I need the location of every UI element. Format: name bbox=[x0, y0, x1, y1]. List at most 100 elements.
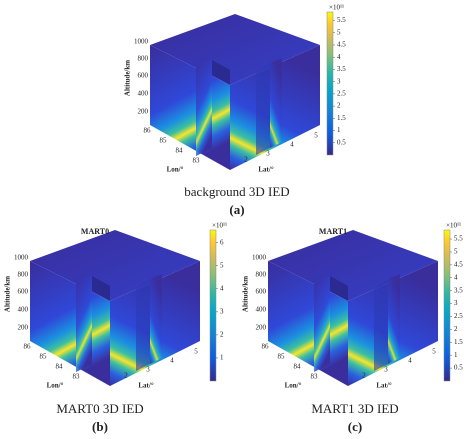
lat-tick: 5 bbox=[194, 348, 198, 356]
slice bbox=[270, 58, 282, 148]
lon-tick: 86 bbox=[262, 343, 270, 351]
altitude-tick: 600 bbox=[256, 288, 267, 296]
lat-label: Lat/° bbox=[376, 382, 391, 390]
slice bbox=[314, 276, 330, 372]
lat-tick: 5 bbox=[314, 132, 318, 140]
colorbar-tick-label: 2 bbox=[454, 325, 458, 333]
panel-label: (b) bbox=[92, 419, 108, 434]
colorbar-tick-label: 4 bbox=[337, 53, 341, 61]
altitude-label: Altitude/km bbox=[124, 60, 132, 96]
colorbar-exponent: ×10¹¹ bbox=[212, 222, 227, 230]
lon-tick: 84 bbox=[56, 363, 64, 371]
lon-tick: 85 bbox=[160, 137, 168, 145]
altitude-tick: 1000 bbox=[252, 254, 267, 262]
slice-edge bbox=[92, 276, 110, 301]
slice-edge bbox=[256, 63, 270, 155]
colorbar-tick-label: 5.5 bbox=[454, 235, 463, 243]
colorbar-tick-label: 4 bbox=[220, 284, 224, 292]
cube-top bbox=[268, 230, 438, 301]
colorbar bbox=[443, 229, 451, 382]
colorbar-tick-label: 4.5 bbox=[454, 260, 463, 268]
colorbar-tick-label: 1 bbox=[454, 351, 458, 359]
lat-tick: 2 bbox=[362, 372, 366, 380]
colorbar-tick-label: 2 bbox=[337, 102, 341, 110]
lon-tick: 86 bbox=[144, 127, 152, 135]
altitude-tick: 600 bbox=[138, 72, 149, 80]
lat-tick: 3 bbox=[384, 366, 388, 374]
cube-top bbox=[30, 230, 200, 301]
slice-edge bbox=[330, 276, 348, 301]
altitude-tick: 400 bbox=[256, 306, 267, 314]
colorbar-tick-label: 5.5 bbox=[337, 16, 346, 24]
lon-tick: 85 bbox=[278, 353, 286, 361]
lon-label: Lon/° bbox=[285, 382, 302, 390]
caption: MART1 3D IED bbox=[311, 401, 398, 416]
colorbar bbox=[209, 229, 217, 382]
colorbar-tick-label: 0.5 bbox=[337, 138, 346, 146]
colorbar-tick-label: 1 bbox=[337, 126, 341, 134]
panel: Altitude/km 1000 800 600 400 200 86 85 84 83 Lon/°… bbox=[124, 14, 320, 174]
slice-edge bbox=[136, 279, 150, 371]
lat-tick: 4 bbox=[170, 357, 174, 365]
lat-tick: 2 bbox=[244, 156, 248, 164]
colorbar-tick-label: 2.5 bbox=[454, 312, 463, 320]
slice-edge bbox=[374, 279, 388, 371]
slice bbox=[76, 276, 92, 372]
lon-tick: 85 bbox=[40, 353, 48, 361]
colorbar-tick-label: 1 bbox=[220, 354, 224, 362]
colorbar-tick-label: 5 bbox=[220, 261, 224, 269]
lat-tick: 4 bbox=[408, 357, 412, 365]
colorbar-tick-label: 6 bbox=[220, 238, 224, 246]
lat-label: Lat/° bbox=[138, 382, 153, 390]
colorbar-tick-label: 1.5 bbox=[454, 338, 463, 346]
lat-tick: 2 bbox=[124, 372, 128, 380]
slice bbox=[150, 274, 162, 364]
panel-label: (a) bbox=[229, 202, 244, 217]
altitude-label: Altitude/km bbox=[4, 276, 12, 312]
colorbar-tick-label: 3 bbox=[220, 307, 224, 315]
colorbar-tick-label: 1.5 bbox=[337, 114, 346, 122]
slice-edge bbox=[212, 60, 230, 85]
altitude-tick: 800 bbox=[138, 55, 149, 63]
altitude-tick: 1000 bbox=[134, 38, 149, 46]
lat-tick: 5 bbox=[432, 348, 436, 356]
colorbar-tick-label: 4.5 bbox=[337, 41, 346, 49]
colorbar-exponent: ×10¹¹ bbox=[329, 4, 344, 12]
colorbar bbox=[326, 11, 334, 156]
lon-tick: 83 bbox=[73, 373, 81, 381]
altitude-tick: 200 bbox=[18, 324, 29, 332]
colorbar-tick-label: 5 bbox=[454, 248, 458, 256]
slice bbox=[196, 60, 212, 156]
colorbar-exponent: ×10¹¹ bbox=[446, 222, 461, 230]
lat-tick: 3 bbox=[146, 366, 150, 374]
caption: background 3D IED bbox=[184, 184, 289, 199]
altitude-tick: 400 bbox=[18, 306, 29, 314]
cube-top bbox=[150, 14, 320, 85]
colorbar-tick-label: 2 bbox=[220, 331, 224, 339]
altitude-tick: 800 bbox=[256, 271, 267, 279]
lon-label: Lon/° bbox=[47, 382, 64, 390]
colorbar-tick-label: 3 bbox=[337, 77, 341, 85]
altitude-tick: 1000 bbox=[14, 254, 29, 262]
colorbar-tick-label: 0.5 bbox=[454, 364, 463, 372]
colorbar-tick-label: 5 bbox=[337, 28, 341, 36]
slice bbox=[388, 274, 400, 364]
lat-tick: 4 bbox=[290, 141, 294, 149]
altitude-label: Altitude/km bbox=[242, 276, 250, 312]
altitude-tick: 400 bbox=[138, 90, 149, 98]
colorbar-tick-label: 4 bbox=[454, 273, 458, 281]
lon-tick: 84 bbox=[176, 147, 184, 155]
altitude-tick: 200 bbox=[138, 108, 149, 116]
colorbar-tick-label: 3.5 bbox=[337, 65, 346, 73]
lat-label: Lat/° bbox=[258, 166, 273, 174]
lat-tick: 3 bbox=[266, 150, 270, 158]
panel-title: MART1 bbox=[319, 227, 347, 236]
lon-tick: 83 bbox=[193, 157, 201, 165]
colorbar-tick-label: 3.5 bbox=[454, 286, 463, 294]
colorbar-tick-label: 3 bbox=[454, 299, 458, 307]
panel-title: MART0 bbox=[81, 227, 109, 236]
altitude-tick: 200 bbox=[256, 324, 267, 332]
altitude-tick: 600 bbox=[18, 288, 29, 296]
caption: MART0 3D IED bbox=[56, 401, 143, 416]
